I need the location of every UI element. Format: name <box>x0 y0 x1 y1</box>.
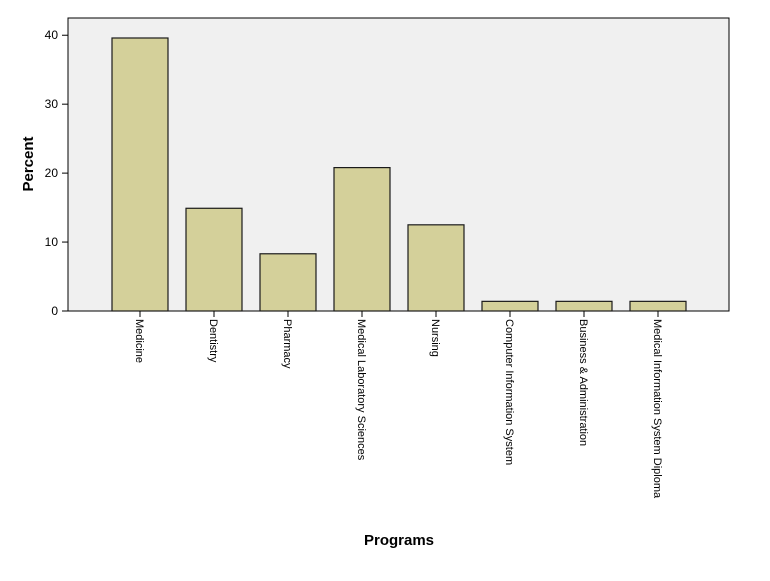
y-axis: 0 10 20 30 40 <box>45 28 68 318</box>
x-tick-label-0: Medicine <box>133 319 145 363</box>
bars-group <box>111 37 687 312</box>
x-tick-label-3: Medical Laboratory Sciences <box>355 319 367 461</box>
bar-3 <box>333 167 391 312</box>
x-axis: Medicine Dentistry Pharmacy Medical Laborat… <box>133 311 663 499</box>
bar-1 <box>185 207 243 312</box>
bar-5 <box>481 300 539 312</box>
y-tick-label-30: 30 <box>45 97 59 111</box>
bar-2 <box>259 253 317 312</box>
x-tick-label-7: Medical Information System Diploma <box>651 319 663 499</box>
y-tick-label-0: 0 <box>51 304 58 318</box>
plot-area <box>67 17 730 312</box>
x-tick-label-2: Pharmacy <box>281 319 293 369</box>
bar-7 <box>629 300 687 312</box>
bar-0 <box>111 37 169 312</box>
y-tick-label-20: 20 <box>45 166 59 180</box>
x-tick-label-1: Dentistry <box>207 319 219 363</box>
bar-6 <box>555 300 613 312</box>
x-axis-title: Programs <box>364 532 434 549</box>
x-tick-label-4: Nursing <box>429 319 441 357</box>
y-axis-title: Percent <box>20 136 37 191</box>
y-tick-label-40: 40 <box>45 28 59 42</box>
x-tick-label-6: Business & Administration <box>577 319 589 446</box>
x-tick-label-5: Computer Information System <box>503 319 515 465</box>
y-tick-label-10: 10 <box>45 235 59 249</box>
bar-4 <box>407 224 465 312</box>
